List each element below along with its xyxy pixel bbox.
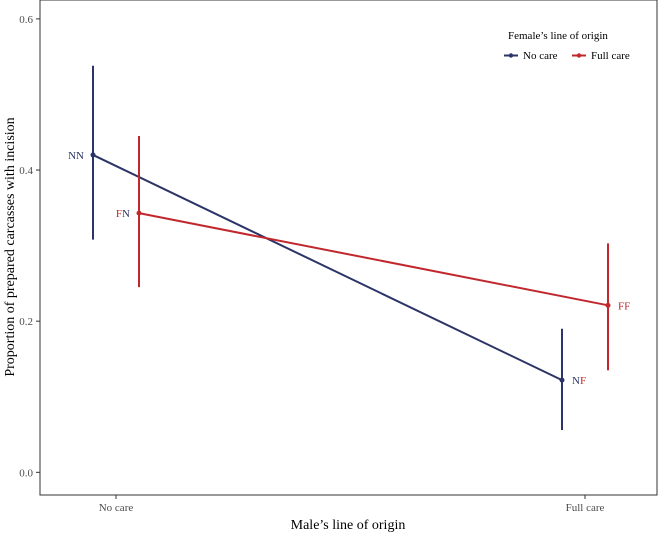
y-tick-label: 0.2 (19, 316, 33, 328)
point-label: FF (618, 300, 630, 312)
legend-point-no-care (508, 53, 514, 58)
point-label-male: N (122, 208, 130, 220)
point-label-male: N (76, 150, 84, 162)
legend-point-full-care (576, 53, 582, 58)
data-point (605, 302, 611, 308)
y-tick-label: 0.0 (19, 467, 33, 479)
x-axis-title: Male’s line of origin (291, 518, 406, 533)
y-axis-title: Proportion of prepared carcasses with in… (3, 117, 18, 376)
legend-item-no-care: No care (504, 50, 558, 62)
legend: Female’s line of origin No care Full car… (504, 30, 630, 62)
legend-label-full-care: Full care (591, 50, 630, 62)
point-label-male: F (624, 300, 630, 312)
point-label-female: F (116, 208, 122, 220)
point-label-female: N (68, 150, 76, 162)
x-tick-label: No care (99, 502, 134, 514)
point-label-female: F (618, 300, 624, 312)
legend-item-full-care: Full care (572, 50, 630, 62)
point-label: NF (572, 375, 586, 387)
data-point (136, 210, 142, 216)
y-tick-label: 0.6 (19, 14, 33, 26)
y-axis: 0.0 0.2 0.4 0.6 (19, 14, 40, 479)
data-point (559, 377, 565, 383)
point-label: NN (68, 150, 84, 162)
point-label-male: F (580, 375, 586, 387)
y-tick-label: 0.4 (19, 165, 33, 177)
series-line-no-care (92, 154, 563, 382)
plot-panel (39, 0, 658, 496)
point-label: FN (116, 208, 130, 220)
data-point (90, 152, 96, 158)
x-axis: No care Full care (99, 495, 605, 514)
point-label-female: N (572, 375, 580, 387)
series-line-full-care (138, 212, 609, 307)
x-tick-label: Full care (566, 502, 605, 514)
legend-label-no-care: No care (523, 50, 558, 62)
legend-title: Female’s line of origin (508, 30, 608, 42)
